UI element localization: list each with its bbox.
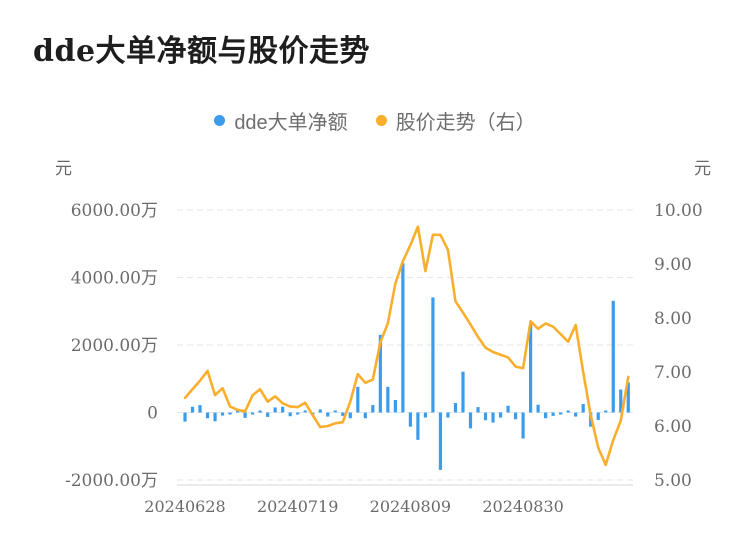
page-title: dde大单净额与股价走势 xyxy=(33,34,371,69)
bar-20240919[interactable] xyxy=(611,300,615,413)
bar-20240829[interactable] xyxy=(513,412,518,420)
legend-label: dde大单净额 xyxy=(234,112,348,134)
legend-item-line-series[interactable]: 股价走势（右） xyxy=(375,106,536,135)
legend-label: 股价走势（右） xyxy=(395,112,536,134)
bar-20240731[interactable] xyxy=(356,386,360,413)
bar-20240710[interactable] xyxy=(243,412,247,418)
bar-20240920[interactable] xyxy=(619,389,623,413)
bar-20240722[interactable] xyxy=(303,410,307,413)
left-axis-tick: 4000.00万 xyxy=(71,269,158,289)
bar-20240708[interactable] xyxy=(228,412,232,415)
right-axis-tick: 7.00 xyxy=(654,363,692,383)
bar-20240918[interactable] xyxy=(604,410,608,413)
bar-20240718[interactable] xyxy=(288,412,292,417)
right-axis-tick: 5.00 xyxy=(654,471,692,491)
right-axis-unit: 元 xyxy=(694,159,711,178)
bar-20240726[interactable] xyxy=(333,410,337,413)
legend-item-bar-series[interactable]: dde大单净额 xyxy=(214,106,348,135)
bar-20240703[interactable] xyxy=(205,412,210,419)
left-axis-tick: -2000.00万 xyxy=(65,471,158,491)
bar-20240903[interactable] xyxy=(536,404,540,413)
bar-20240909[interactable] xyxy=(566,410,570,413)
left-axis-tick: 2000.00万 xyxy=(71,336,158,356)
left-axis-tick: 0 xyxy=(147,404,158,424)
bar-20240814[interactable] xyxy=(431,297,435,413)
bar-20240725[interactable] xyxy=(326,412,330,417)
bar-20240823[interactable] xyxy=(483,412,488,421)
bar-20240709[interactable] xyxy=(235,410,240,413)
bar-20240815[interactable] xyxy=(438,412,443,470)
bar-20240701[interactable] xyxy=(190,406,195,413)
x-axis-tick: 20240628 xyxy=(144,497,225,516)
bar-20240820[interactable] xyxy=(461,371,465,413)
bar-20240802[interactable] xyxy=(371,405,375,413)
bar-20240913[interactable] xyxy=(596,412,600,420)
right-axis-tick: 6.00 xyxy=(654,417,692,437)
bar-20240910[interactable] xyxy=(574,412,578,417)
price-line[interactable] xyxy=(183,225,630,467)
bar-20240712[interactable] xyxy=(258,410,262,413)
bar-20240705[interactable] xyxy=(220,412,225,416)
bar-20240911[interactable] xyxy=(581,404,585,413)
bar-20240702[interactable] xyxy=(198,405,202,413)
legend-dot-icon xyxy=(214,115,226,126)
left-axis-tick: 6000.00万 xyxy=(71,201,158,221)
bar-20240730[interactable] xyxy=(348,412,352,419)
bar-20240830[interactable] xyxy=(521,412,525,439)
bar-20240716[interactable] xyxy=(273,407,277,413)
x-axis-tick: 20240830 xyxy=(482,497,563,516)
right-axis-tick: 8.00 xyxy=(654,309,692,329)
bar-20240904[interactable] xyxy=(544,412,548,419)
x-axis-tick: 20240719 xyxy=(257,497,338,516)
bar-20240628[interactable] xyxy=(183,412,187,422)
bar-20240827[interactable] xyxy=(498,412,503,418)
bar-20240729[interactable] xyxy=(341,412,345,416)
bar-20240821[interactable] xyxy=(468,412,473,429)
bar-20240902[interactable] xyxy=(528,322,533,413)
bar-20240813[interactable] xyxy=(423,412,428,418)
bar-20240819[interactable] xyxy=(453,403,458,413)
bar-20240808[interactable] xyxy=(401,263,405,413)
right-axis-tick: 9.00 xyxy=(654,255,692,275)
bar-20240905[interactable] xyxy=(551,412,555,416)
legend-dot-icon xyxy=(375,115,387,126)
bar-20240923[interactable] xyxy=(626,382,630,413)
bar-20240822[interactable] xyxy=(476,407,480,413)
bar-20240801[interactable] xyxy=(363,412,367,419)
bar-20240719[interactable] xyxy=(296,412,300,415)
bar-20240809[interactable] xyxy=(408,412,412,427)
bar-20240805[interactable] xyxy=(378,334,382,413)
bar-20240806[interactable] xyxy=(386,386,390,413)
bar-20240704[interactable] xyxy=(213,412,217,422)
bar-20240711[interactable] xyxy=(251,412,255,415)
bar-20240724[interactable] xyxy=(318,409,322,413)
bar-20240816[interactable] xyxy=(446,412,450,418)
bar-20240807[interactable] xyxy=(393,400,397,413)
bar-20240826[interactable] xyxy=(491,412,495,423)
bar-20240828[interactable] xyxy=(506,405,510,413)
bar-20240715[interactable] xyxy=(266,412,270,417)
right-axis-tick: 10.00 xyxy=(654,201,703,221)
bar-20240717[interactable] xyxy=(281,406,285,413)
bar-20240906[interactable] xyxy=(559,412,563,415)
legend: dde大单净额 股价走势（右） xyxy=(0,106,750,135)
left-axis-unit: 元 xyxy=(55,159,72,178)
x-axis-tick: 20240809 xyxy=(370,497,451,516)
bar-20240812[interactable] xyxy=(416,412,420,440)
